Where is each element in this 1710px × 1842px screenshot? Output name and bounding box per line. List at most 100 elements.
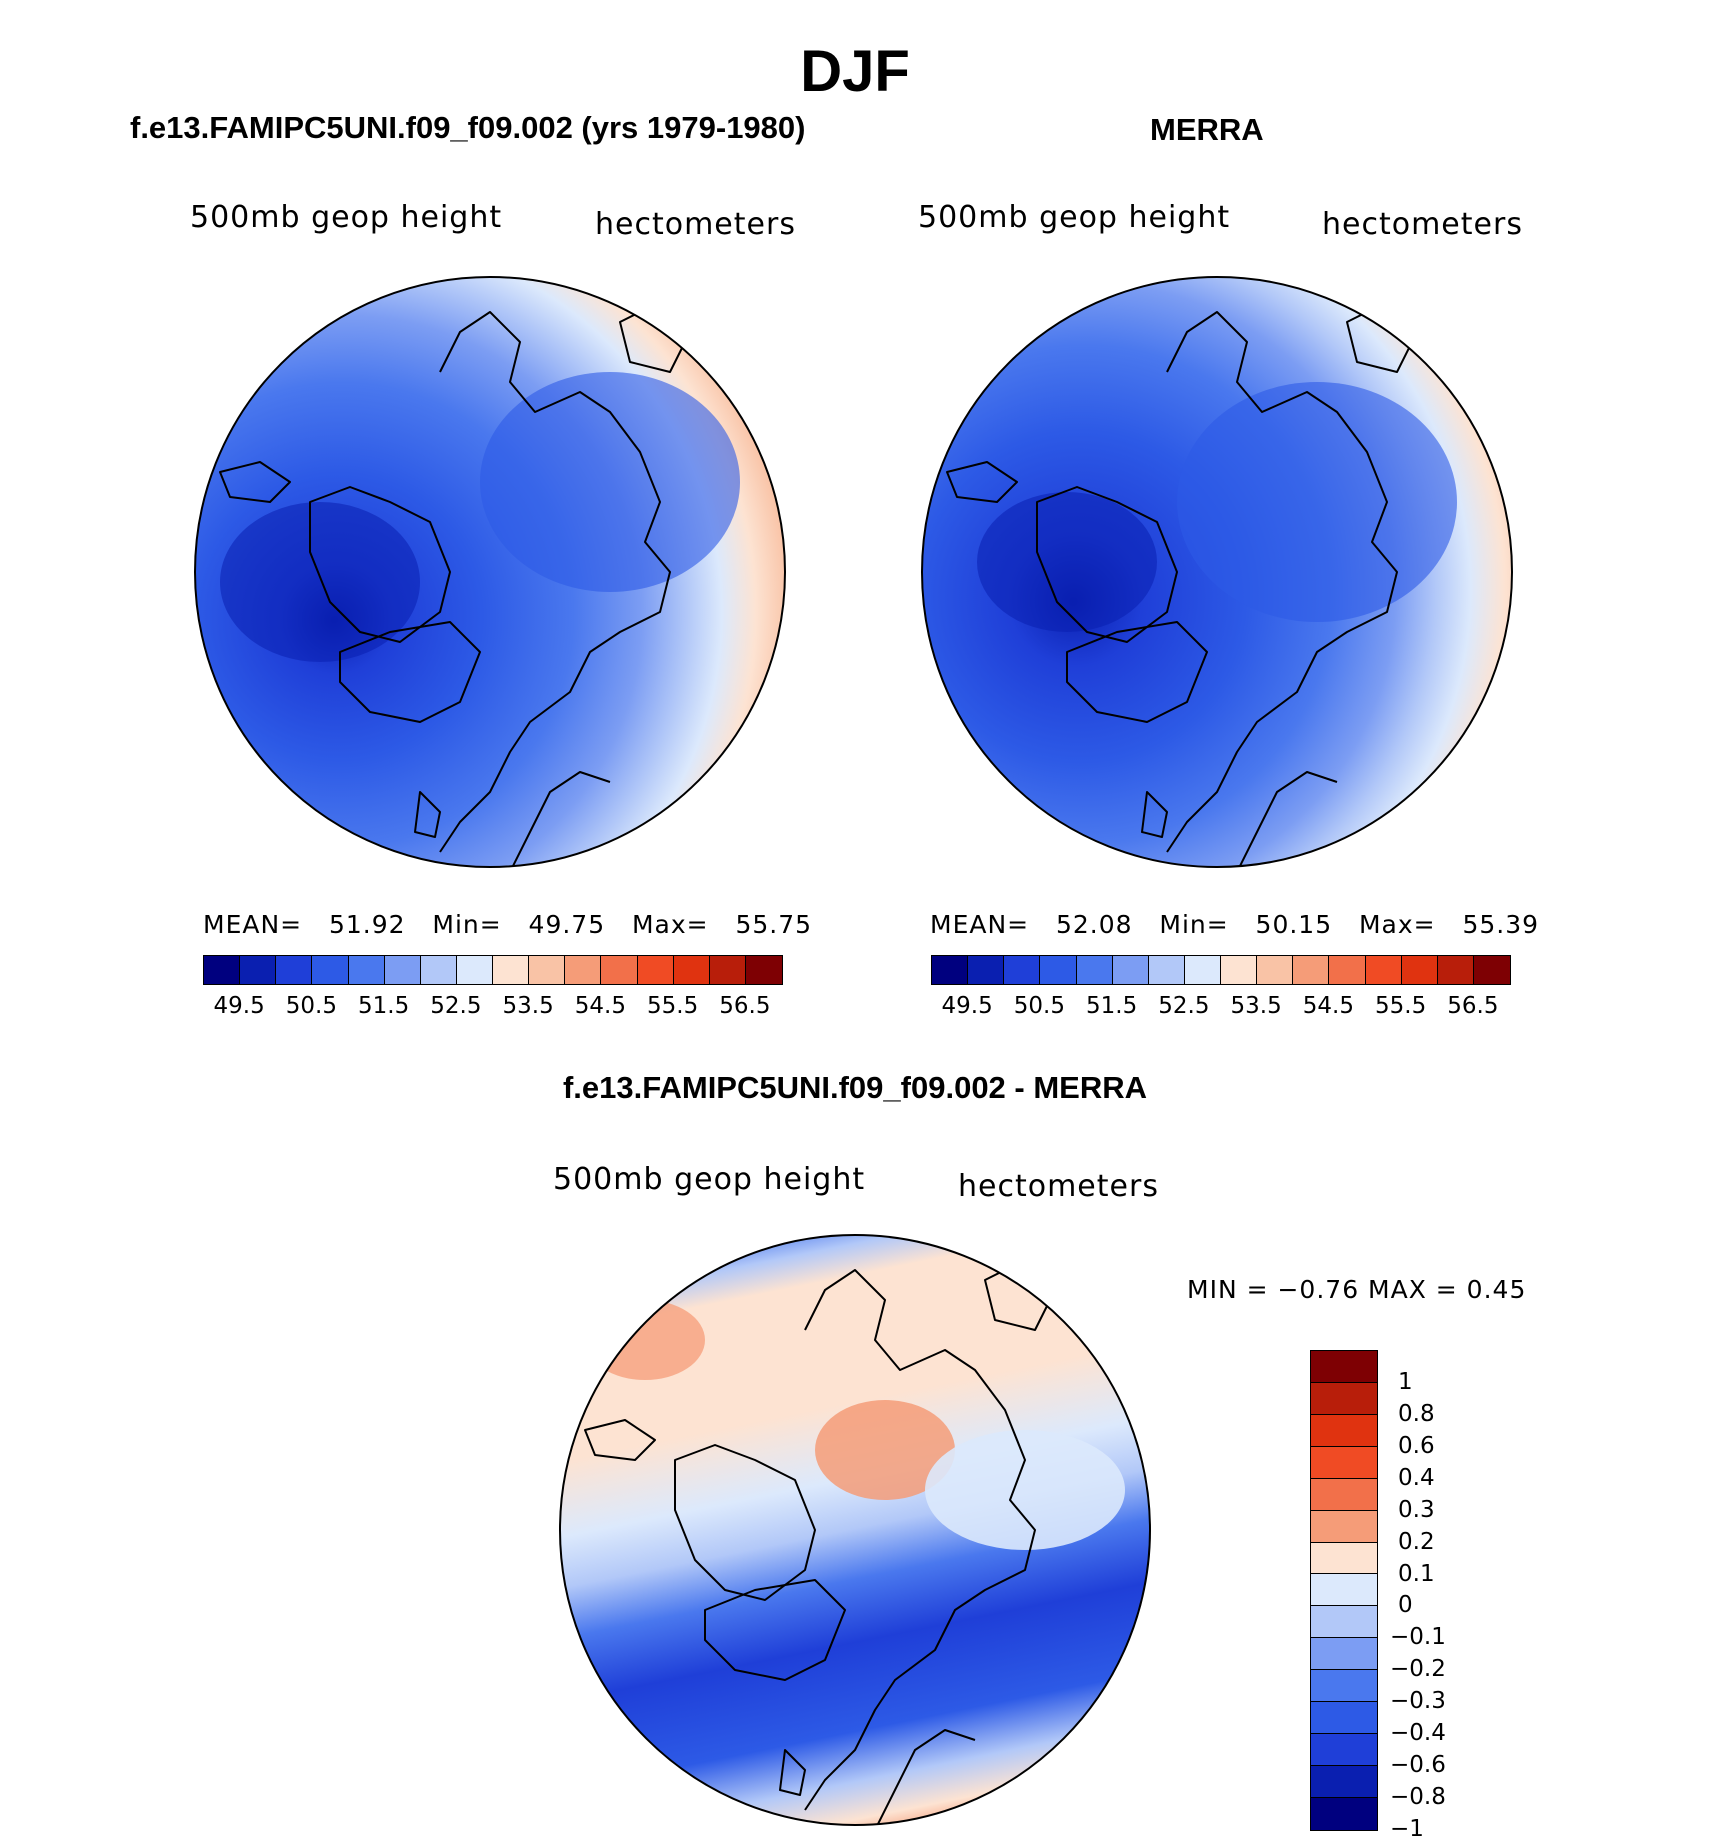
model-units-label: hectometers bbox=[595, 207, 796, 242]
difference-colorbar-tick-label: −0.1 bbox=[1390, 1624, 1446, 1651]
model-colorbar-tick-label: 49.5 bbox=[213, 993, 265, 1019]
obs-colorbar-tick-label: 55.5 bbox=[1375, 993, 1427, 1019]
difference-colorbar-ticks: 1 0.8 0.6 0.4 0.3 0.2 0.1 0 −0.1 −0.2 −0.3 −0.4 −0.6… bbox=[1390, 1350, 1470, 1842]
model-colorbar-cell bbox=[673, 956, 710, 984]
difference-colorbar-cell bbox=[1311, 1574, 1377, 1607]
difference-colorbar-cell bbox=[1311, 1351, 1377, 1383]
obs-colorbar-cell bbox=[1437, 956, 1474, 984]
model-stats: MEAN= 51.92 Min= 49.75 Max= 55.75 bbox=[203, 910, 812, 939]
difference-colorbar-cell bbox=[1311, 1734, 1377, 1766]
model-colorbar-cell bbox=[709, 956, 746, 984]
obs-colorbar bbox=[931, 955, 1511, 985]
difference-colorbar-cell bbox=[1311, 1797, 1377, 1830]
obs-colorbar-cell bbox=[1221, 956, 1258, 984]
obs-colorbar-cell bbox=[1473, 956, 1510, 984]
obs-colorbar-cell bbox=[932, 956, 969, 984]
diff-variable-label: 500mb geop height bbox=[553, 1162, 866, 1197]
model-colorbar-cell bbox=[601, 956, 638, 984]
obs-colorbar-tick-label: 49.5 bbox=[941, 993, 993, 1019]
obs-colorbar-tick-label: 50.5 bbox=[1013, 993, 1065, 1019]
difference-colorbar-cell bbox=[1311, 1765, 1377, 1798]
model-colorbar bbox=[203, 955, 783, 985]
model-max-label: Max= bbox=[631, 910, 709, 939]
model-max-value: 55.75 bbox=[735, 910, 813, 939]
difference-colorbar-tick-label: 0.8 bbox=[1398, 1400, 1435, 1427]
model-mean-label: MEAN= bbox=[203, 910, 303, 939]
obs-min-label: Min= bbox=[1159, 910, 1229, 939]
difference-panel-title: f.e13.FAMIPC5UNI.f09_f09.002 - MERRA bbox=[562, 1070, 1148, 1105]
model-colorbar-cell bbox=[637, 956, 674, 984]
obs-colorbar-cell bbox=[968, 956, 1005, 984]
obs-colorbar-cell bbox=[1076, 956, 1113, 984]
model-colorbar-cell bbox=[312, 956, 349, 984]
difference-colorbar-tick-label: −0.3 bbox=[1390, 1688, 1446, 1715]
obs-min-value: 50.15 bbox=[1255, 910, 1333, 939]
obs-stats: MEAN= 52.08 Min= 50.15 Max= 55.39 bbox=[930, 910, 1539, 939]
obs-max-label: Max= bbox=[1358, 910, 1436, 939]
difference-colorbar-tick-label: −0.4 bbox=[1390, 1720, 1446, 1747]
difference-colorbar-tick-label: −0.8 bbox=[1390, 1784, 1446, 1811]
obs-colorbar-cell bbox=[1257, 956, 1294, 984]
obs-colorbar-cell bbox=[1040, 956, 1077, 984]
difference-colorbar-cell bbox=[1311, 1702, 1377, 1735]
model-colorbar-cell bbox=[384, 956, 421, 984]
model-min-label: Min= bbox=[432, 910, 502, 939]
difference-colorbar-tick-label: 0.4 bbox=[1398, 1464, 1435, 1491]
obs-colorbar-tick-label: 54.5 bbox=[1302, 993, 1354, 1019]
obs-colorbar-ticks: 49.5 50.5 51.5 52.5 53.5 54.5 55.5 56.5 bbox=[931, 993, 1509, 1023]
obs-colorbar-cell bbox=[1112, 956, 1149, 984]
model-colorbar-cell bbox=[529, 956, 566, 984]
obs-colorbar-cell bbox=[1004, 956, 1041, 984]
model-colorbar-cell bbox=[240, 956, 277, 984]
model-colorbar-tick-label: 53.5 bbox=[502, 993, 554, 1019]
difference-colorbar-cell bbox=[1311, 1638, 1377, 1671]
obs-variable-label: 500mb geop height bbox=[918, 200, 1231, 235]
model-colorbar-tick-label: 56.5 bbox=[719, 993, 771, 1019]
model-colorbar-tick-label: 54.5 bbox=[574, 993, 626, 1019]
obs-units-label: hectometers bbox=[1322, 207, 1523, 242]
obs-panel-title: MERRA bbox=[1150, 112, 1264, 147]
obs-colorbar-cell bbox=[1293, 956, 1330, 984]
model-colorbar-cell bbox=[456, 956, 493, 984]
obs-colorbar-cell bbox=[1184, 956, 1221, 984]
obs-mean-label: MEAN= bbox=[930, 910, 1030, 939]
model-colorbar-cell bbox=[420, 956, 457, 984]
model-mean-value: 51.92 bbox=[328, 910, 406, 939]
model-colorbar-tick-label: 51.5 bbox=[358, 993, 410, 1019]
difference-map bbox=[559, 1234, 1151, 1826]
difference-colorbar-cell bbox=[1311, 1446, 1377, 1479]
difference-colorbar-tick-label: 0.1 bbox=[1398, 1560, 1435, 1587]
difference-colorbar-tick-label: 0.3 bbox=[1398, 1496, 1435, 1523]
obs-colorbar-cell bbox=[1148, 956, 1185, 984]
obs-colorbar-tick-label: 52.5 bbox=[1158, 993, 1210, 1019]
figure-title: DJF bbox=[800, 39, 910, 104]
model-colorbar-tick-label: 55.5 bbox=[647, 993, 699, 1019]
model-colorbar-cell bbox=[745, 956, 782, 984]
difference-colorbar-cell bbox=[1311, 1510, 1377, 1543]
difference-colorbar-cell bbox=[1311, 1478, 1377, 1511]
model-colorbar-tick-label: 52.5 bbox=[430, 993, 482, 1019]
obs-colorbar-tick-label: 51.5 bbox=[1086, 993, 1138, 1019]
model-colorbar-tick-label: 50.5 bbox=[285, 993, 337, 1019]
difference-colorbar bbox=[1310, 1350, 1378, 1831]
model-map bbox=[194, 276, 786, 868]
model-colorbar-cell bbox=[565, 956, 602, 984]
obs-map bbox=[921, 276, 1513, 868]
model-panel-title: f.e13.FAMIPC5UNI.f09_f09.002 (yrs 1979-1… bbox=[130, 110, 806, 145]
obs-mean-value: 52.08 bbox=[1055, 910, 1133, 939]
difference-colorbar-cell bbox=[1311, 1382, 1377, 1415]
diff-minmax: MIN = −0.76 MAX = 0.45 bbox=[1187, 1275, 1527, 1304]
obs-colorbar-tick-label: 53.5 bbox=[1230, 993, 1282, 1019]
difference-colorbar-cell bbox=[1311, 1542, 1377, 1575]
difference-colorbar-tick-label: 0.2 bbox=[1398, 1528, 1435, 1555]
difference-colorbar-tick-label: 0 bbox=[1398, 1592, 1413, 1619]
difference-colorbar-tick-label: −1 bbox=[1390, 1816, 1424, 1842]
difference-colorbar-cell bbox=[1311, 1414, 1377, 1447]
difference-colorbar-tick-label: −0.6 bbox=[1390, 1752, 1446, 1779]
difference-colorbar-cell bbox=[1311, 1606, 1377, 1639]
diff-units-label: hectometers bbox=[958, 1169, 1159, 1204]
obs-colorbar-cell bbox=[1401, 956, 1438, 984]
difference-colorbar-tick-label: 1 bbox=[1398, 1368, 1413, 1395]
model-colorbar-cell bbox=[204, 956, 241, 984]
obs-max-value: 55.39 bbox=[1462, 910, 1540, 939]
